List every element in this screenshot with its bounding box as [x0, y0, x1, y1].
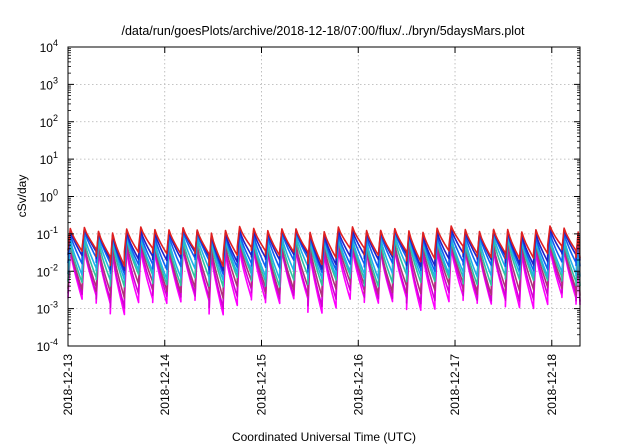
y-tick-label: 10-4 — [37, 337, 58, 354]
y-tick-label: 100 — [40, 188, 58, 205]
x-axis-label: Coordinated Universal Time (UTC) — [232, 430, 416, 444]
y-tick-label: 10-3 — [37, 300, 58, 317]
x-tick-label: 2018-12-17 — [448, 354, 462, 416]
x-axis: 2018-12-13 2018-12-14 2018-12-15 2018-12-16… — [61, 47, 559, 415]
x-tick-label: 2018-12-16 — [351, 354, 365, 416]
y-tick-label: 103 — [40, 75, 58, 92]
y-axis: 10-4 10-3 10-2 10-1 100 101 102 103 104 — [37, 38, 580, 354]
x-tick-label: 2018-12-15 — [255, 354, 269, 416]
y-tick-label: 10-2 — [37, 262, 58, 279]
x-tick-label: 2018-12-14 — [158, 354, 172, 416]
chart-title: /data/run/goesPlots/archive/2018-12-18/0… — [121, 24, 525, 38]
y-tick-label: 101 — [40, 150, 58, 167]
y-tick-label: 104 — [40, 38, 58, 55]
y-tick-label: 10-1 — [37, 225, 58, 242]
grid — [68, 47, 580, 346]
y-axis-label: cSv/day — [15, 175, 29, 218]
x-tick-label: 2018-12-13 — [61, 354, 75, 416]
y-tick-label: 102 — [40, 113, 58, 130]
series-line — [67, 225, 581, 267]
x-tick-label: 2018-12-18 — [545, 354, 559, 416]
series-layer — [67, 225, 581, 316]
